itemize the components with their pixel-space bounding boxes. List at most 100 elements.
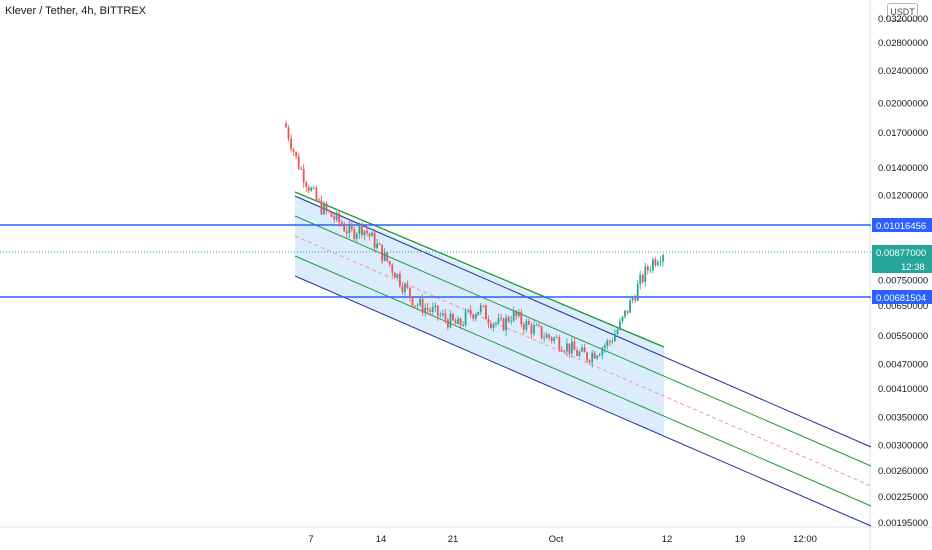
candle [353,226,356,241]
price-tick-label: 0.00410000 [878,384,928,395]
candle [482,304,485,308]
candle [543,332,545,343]
candle [442,309,444,318]
candle [335,211,338,222]
candle [386,251,389,263]
candle [502,317,505,332]
candle [634,294,637,304]
price-tick-label: 0.01400000 [878,163,928,174]
currency-button[interactable]: USDT [887,3,918,21]
candle [474,312,477,322]
candle [652,257,654,274]
candle [540,325,543,340]
candle [366,226,368,237]
candle [533,320,535,337]
candle [545,331,548,339]
channel-fill [295,196,664,436]
candle [566,338,568,357]
candle [383,247,386,262]
candle [439,311,442,318]
candle [307,184,310,194]
price-tick-label: 0.00300000 [878,440,928,451]
candle [530,322,533,339]
candle [429,307,432,316]
candle [659,256,662,266]
candle [649,265,652,274]
candle [373,228,376,252]
time-tick-label: 21 [448,534,459,545]
candle [376,239,378,250]
candle [515,309,518,320]
candle [318,197,320,203]
candle [601,346,604,360]
candle [654,257,657,268]
level-tag-lower: 0.00681504 [872,290,932,304]
candle [510,315,513,325]
level-tag-upper: 0.01016456 [872,218,932,232]
candle [500,313,502,321]
price-tick-label: 0.00225000 [878,492,928,503]
candle [462,321,464,327]
price-tick-label: 0.02000000 [878,99,928,110]
price-tick-label: 0.00195000 [878,518,928,529]
channel-inner-green-2 [294,255,872,507]
price-tick-label: 0.01200000 [878,191,928,202]
candle [603,342,606,353]
time-tick-label: 19 [735,534,746,545]
candle [636,280,639,302]
candle [414,305,416,309]
candle [287,124,290,142]
candle [641,273,644,284]
candle [358,222,361,240]
candle [295,151,297,159]
candle [616,327,619,336]
candle [457,315,459,325]
candle [454,318,457,325]
price-tick-label: 0.00470000 [878,359,928,370]
last-price-tag-text: 0.00877000 [876,248,926,259]
candle [323,200,325,216]
candle [619,317,621,331]
candle [662,253,664,267]
time-axis: 7 14 21 Oct 12 19 12:00 [308,534,817,545]
candle [598,352,601,357]
price-tick-label: 0.00260000 [878,466,928,477]
candle [424,303,427,317]
candle [512,306,515,323]
countdown-tag-text: 12:38 [901,262,925,273]
candle [333,213,335,223]
price-tick-label: 0.00550000 [878,331,928,342]
candle [558,334,561,353]
candle [416,302,419,309]
price-tick-label: 0.03200000 [878,14,928,25]
candle [631,296,634,304]
candle [391,263,394,277]
candle [611,337,614,345]
candle [378,242,381,245]
candle [459,317,462,329]
candle [419,295,421,308]
candle [355,231,358,243]
candle [421,294,424,317]
candle [285,120,287,128]
candle [522,322,525,335]
candle [406,280,409,290]
candle [325,201,328,215]
candle [581,344,583,353]
candle [297,152,300,170]
candle [312,185,315,189]
candle [436,305,439,321]
candle [477,311,480,315]
candle [535,322,538,326]
candle [644,262,647,287]
candle [363,230,366,241]
candle [591,350,594,368]
candle [609,339,611,346]
candle [330,211,333,218]
candle [593,350,596,359]
last-price-tag: 0.00877000 12:38 [872,245,932,273]
candle [345,227,348,238]
candle [328,209,330,213]
candle [343,221,346,232]
